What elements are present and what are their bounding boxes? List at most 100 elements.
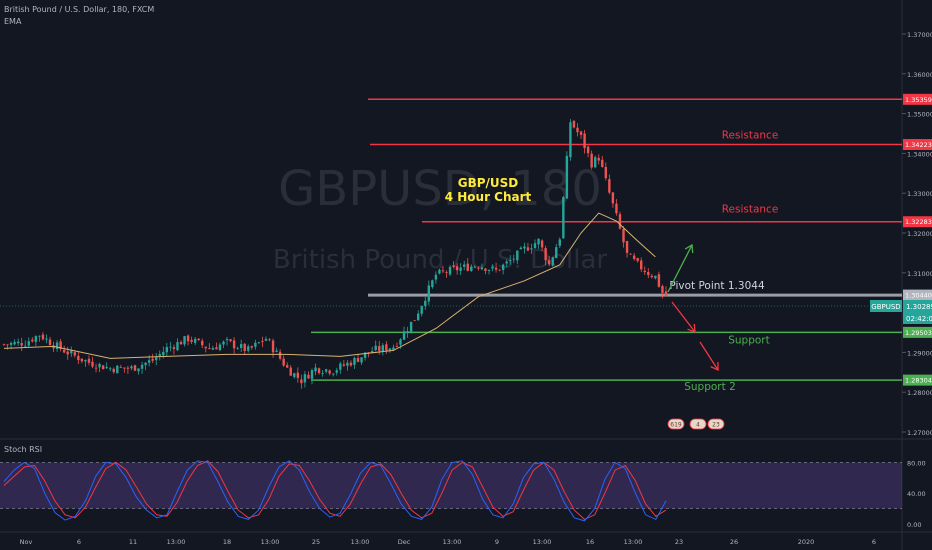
time-tick-label: 18 — [223, 538, 231, 546]
candle-down — [197, 338, 200, 340]
time-tick-label: 9 — [495, 538, 499, 546]
candle-down — [215, 347, 218, 350]
candle-up — [324, 369, 328, 372]
resistance-level-1-annotation: Resistance — [722, 130, 779, 142]
last-price-value: 1.30289 — [906, 303, 932, 311]
candle-down — [413, 320, 416, 322]
candle-up — [257, 342, 261, 344]
time-tick-label: 2020 — [798, 538, 815, 546]
price-tick-label: 1.31000 — [907, 270, 932, 278]
candle-down — [583, 133, 586, 149]
candle-down — [597, 157, 600, 161]
time-tick-label: Dec — [398, 538, 411, 546]
candle-up — [402, 331, 406, 340]
indicator-label[interactable]: EMA — [4, 17, 22, 26]
candle-down — [243, 343, 246, 352]
candle-down — [618, 214, 622, 229]
candle-down — [650, 275, 654, 278]
candle-down — [477, 267, 480, 269]
time-axis[interactable]: Nov 6 11 13:00 18 13:00 25 13:00 Dec 13:00 9 13:00 1… — [20, 538, 876, 546]
candle-up — [293, 373, 296, 377]
support-level-1-annotation: Support — [728, 334, 770, 346]
candle-up — [569, 122, 572, 158]
symbol-title[interactable]: British Pound / U.S. Dollar, 180, FXCM — [4, 5, 154, 14]
candle-down — [586, 146, 590, 154]
candle-up — [314, 367, 317, 372]
candle-down — [126, 367, 130, 369]
candle-up — [183, 336, 186, 345]
candle-up — [480, 267, 484, 270]
candle-down — [640, 260, 643, 270]
event-badge-label: 619 — [670, 422, 682, 429]
support-level-2-price-label: 1.28304 — [905, 377, 932, 385]
candle-down — [452, 265, 455, 267]
candle-up — [335, 370, 338, 373]
candle-up — [424, 300, 427, 306]
price-tick-label: 1.35000 — [907, 111, 932, 119]
candle-down — [250, 346, 254, 348]
support-resistance-levels: 1.35359 1.34223 Resistance 1.32283 Resistanc… — [311, 93, 932, 393]
candle-up — [70, 350, 73, 354]
ema-line — [3, 212, 656, 359]
candle-down — [133, 365, 137, 371]
candle-up — [236, 348, 239, 350]
candle-up — [363, 352, 367, 358]
candle-up — [537, 238, 540, 245]
event-badge-label: 23 — [712, 422, 720, 429]
candle-down — [647, 271, 650, 276]
candle-up — [392, 347, 395, 350]
candle-up — [509, 260, 512, 261]
time-tick-label: 26 — [730, 538, 738, 546]
candle-down — [664, 291, 668, 296]
candle-up — [431, 280, 434, 287]
price-axis[interactable]: 1.37000 1.36000 1.35000 1.34000 1.33000 1.320… — [902, 31, 932, 437]
candle-up — [13, 342, 16, 345]
candle-down — [179, 341, 183, 345]
resistance-level-2-price-badge — [903, 216, 932, 228]
candle-up — [98, 363, 101, 368]
candle-up — [140, 364, 144, 369]
support-level-2-price-badge — [903, 374, 932, 386]
candle-down — [186, 335, 190, 342]
candle-down — [540, 240, 544, 248]
time-tick-label: 13:00 — [533, 538, 552, 546]
time-tick-label: 16 — [586, 538, 594, 546]
candle-down — [349, 362, 353, 366]
candle-down — [123, 367, 126, 369]
ema-path — [3, 212, 656, 359]
event-badges[interactable]: 619 4 23 — [667, 418, 725, 430]
candle-up — [218, 344, 222, 350]
candle-down — [31, 339, 34, 342]
candle-up — [459, 267, 462, 271]
candle-down — [66, 351, 69, 355]
resistance-level-1-price-badge — [903, 139, 932, 151]
candle-down — [271, 340, 275, 353]
pivot-level-price-badge — [903, 289, 932, 301]
projection-arrows — [667, 243, 719, 372]
candle-up — [448, 266, 452, 275]
candle-down — [2, 344, 6, 346]
candle-up — [16, 341, 20, 344]
candle-down — [385, 344, 388, 351]
candle-up — [222, 341, 225, 345]
price-tick-label: 1.27000 — [907, 429, 932, 437]
candle-down — [625, 241, 629, 253]
candle-up — [409, 321, 413, 333]
candle-up — [470, 266, 473, 272]
candle-down — [590, 153, 593, 168]
rsi-label[interactable]: Stoch RSI — [4, 445, 42, 454]
candle-down — [300, 379, 303, 384]
candle-up — [24, 345, 27, 347]
symbol-badge — [870, 300, 902, 312]
stoch-rsi-k-line — [3, 460, 667, 522]
time-tick-label: 13:00 — [261, 538, 280, 546]
candle-up — [239, 344, 243, 349]
candle-up — [463, 264, 466, 267]
event-badge — [689, 418, 707, 430]
resistance-level-1-price-label: 1.34223 — [905, 141, 932, 149]
candle-up — [530, 248, 533, 250]
candle-down — [151, 358, 154, 361]
candle-up — [332, 373, 335, 375]
